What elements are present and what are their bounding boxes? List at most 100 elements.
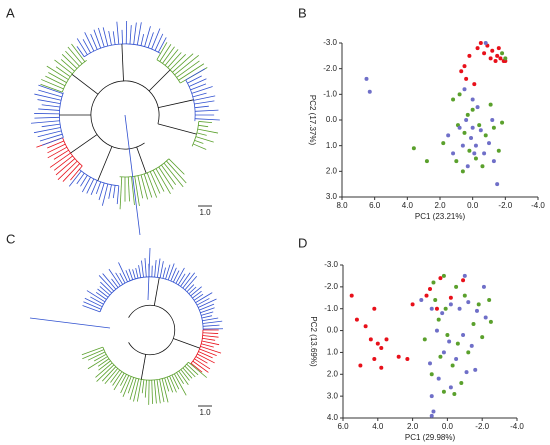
- point: [438, 354, 443, 359]
- point: [461, 278, 466, 283]
- branch: [90, 33, 98, 50]
- point: [447, 339, 452, 344]
- branch: [195, 136, 214, 143]
- point: [448, 295, 453, 300]
- point: [488, 319, 493, 324]
- branch: [194, 139, 204, 144]
- branch: [97, 288, 109, 298]
- point: [419, 297, 424, 302]
- branch: [149, 171, 161, 194]
- branch: [61, 54, 78, 69]
- point: [429, 413, 434, 418]
- branch: [128, 268, 134, 280]
- branch: [99, 286, 111, 296]
- point: [363, 324, 368, 329]
- point: [367, 89, 372, 94]
- point: [462, 87, 467, 92]
- branch: [119, 176, 123, 210]
- branch: [137, 175, 144, 199]
- branch: [188, 286, 197, 295]
- branch: [172, 270, 180, 283]
- branch: [81, 176, 91, 193]
- y-tick-label: 0.0: [326, 115, 338, 124]
- branch: [171, 374, 180, 390]
- panel-letter: D: [298, 235, 307, 250]
- branch: [198, 124, 209, 128]
- branch: [68, 170, 82, 187]
- point: [434, 306, 439, 311]
- branch: [38, 89, 63, 98]
- branch: [196, 353, 215, 364]
- branch: [55, 158, 76, 176]
- x-tick-label: 8.0: [336, 201, 348, 210]
- y-tick-label: 1.0: [327, 348, 339, 357]
- branch: [195, 118, 220, 121]
- point: [452, 391, 457, 396]
- branch: [146, 172, 158, 198]
- point: [495, 53, 500, 58]
- branch: [158, 99, 194, 109]
- point: [503, 56, 508, 61]
- point: [491, 125, 496, 130]
- branch: [175, 267, 185, 284]
- point: [405, 356, 410, 361]
- branch: [29, 317, 111, 329]
- point: [488, 56, 493, 61]
- point: [472, 82, 477, 87]
- point: [424, 293, 429, 298]
- branch: [200, 307, 215, 314]
- point: [466, 350, 471, 355]
- branch: [38, 108, 60, 111]
- branch: [196, 132, 207, 136]
- branch: [90, 80, 160, 150]
- y-tick-label: -1.0: [324, 304, 338, 313]
- point: [429, 306, 434, 311]
- branch: [144, 379, 147, 398]
- point: [482, 51, 487, 56]
- point: [460, 143, 465, 148]
- point: [445, 332, 450, 337]
- branch: [97, 358, 110, 367]
- point: [454, 159, 459, 164]
- point: [477, 123, 482, 128]
- point: [483, 41, 488, 45]
- branch: [120, 375, 130, 394]
- branch: [147, 32, 154, 48]
- point: [483, 315, 488, 320]
- branch: [169, 54, 186, 71]
- point: [422, 337, 427, 342]
- branch: [98, 182, 105, 201]
- point: [438, 276, 443, 281]
- point: [454, 284, 459, 289]
- point: [410, 302, 415, 307]
- branch: [163, 162, 184, 188]
- branch: [162, 46, 175, 64]
- branch: [172, 53, 194, 73]
- branch: [185, 68, 206, 81]
- branch: [53, 155, 73, 171]
- x-tick-label: 0.0: [442, 422, 454, 431]
- branch: [121, 43, 124, 81]
- branch: [140, 174, 148, 200]
- branch: [30, 120, 60, 124]
- branch: [127, 377, 135, 394]
- branch: [161, 164, 177, 186]
- point: [368, 337, 373, 342]
- branch: [158, 37, 167, 53]
- point: [496, 46, 501, 51]
- branch: [93, 29, 102, 49]
- point: [462, 64, 467, 69]
- branch: [164, 49, 179, 66]
- point: [457, 125, 462, 130]
- panel-letter: A: [6, 5, 15, 20]
- branch: [93, 353, 107, 362]
- branch: [84, 32, 95, 52]
- branch: [71, 43, 86, 62]
- branch: [193, 95, 216, 101]
- point: [466, 300, 471, 305]
- branch: [200, 345, 222, 354]
- branch: [177, 273, 186, 286]
- branch: [122, 376, 132, 397]
- x-tick-label: 0.0: [467, 201, 479, 210]
- point: [441, 273, 446, 278]
